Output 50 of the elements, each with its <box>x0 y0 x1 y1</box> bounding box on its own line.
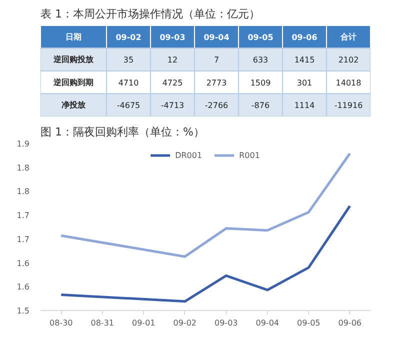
x-tick-label: 09-04 <box>204 32 230 42</box>
y-tick-label: 1.9 <box>16 140 30 148</box>
x-tick-label: 08-30 <box>50 318 73 328</box>
y-tick-label: 1.8 <box>16 187 30 196</box>
y-tick-label: 1.6 <box>16 282 30 292</box>
chart-title: 表 1：本周公开市场操作情况（单位：亿元） <box>40 8 260 20</box>
data-label: 2102 <box>338 56 359 65</box>
data-label: 4725 <box>162 78 183 88</box>
line-series <box>60 204 352 303</box>
y-tick-label: 1.7 <box>16 211 30 220</box>
data-label: 12 <box>167 56 178 65</box>
y-tick-label: 逆回购投放 <box>52 55 94 64</box>
data-label: 7 <box>214 56 220 65</box>
x-tick-label: 09-06 <box>338 318 362 328</box>
x-tick-label: 09-01 <box>132 318 156 328</box>
y-tick-label: 1.8 <box>16 163 30 172</box>
data-label: -4713 <box>160 101 184 110</box>
x-tick-label: 09-02 <box>173 318 196 328</box>
x-tick-label: 09-05 <box>248 32 274 42</box>
x-tick-label: 09-06 <box>292 32 318 42</box>
x-tick-label: 09-05 <box>297 318 320 328</box>
data-label: 1114 <box>294 101 315 110</box>
data-label: 14018 <box>336 78 362 88</box>
x-tick-label: 09-03 <box>214 318 238 328</box>
data-label: 1509 <box>250 78 271 88</box>
data-label: -11916 <box>334 101 363 110</box>
chart-title: 图 1：隔夜回购利率（单位：%） <box>40 126 204 138</box>
data-label: 2773 <box>206 78 227 88</box>
y-tick-label: 逆回购到期 <box>52 78 94 87</box>
data-label: 35 <box>123 56 134 65</box>
data-label: 1415 <box>294 56 315 65</box>
x-tick-label: 08-31 <box>90 318 114 328</box>
y-tick-label: 1.5 <box>16 306 30 316</box>
y-axis-title: 日期 <box>66 32 82 42</box>
data-label: -2766 <box>204 101 228 110</box>
y-tick-label: 1.6 <box>16 258 30 268</box>
legend-label: DR001 <box>175 150 202 160</box>
data-label: 301 <box>296 78 312 88</box>
data-label: 4710 <box>118 78 139 88</box>
y-tick-label: 净投放 <box>62 100 86 110</box>
data-label: -876 <box>251 101 270 110</box>
x-tick-label: 09-03 <box>160 32 186 42</box>
data-label: 633 <box>252 56 268 65</box>
x-tick-label: 09-04 <box>256 318 279 328</box>
line-series <box>60 152 352 258</box>
legend-label: R001 <box>239 150 260 160</box>
y-tick-label: 1.7 <box>16 234 30 244</box>
x-tick-label: 合计 <box>340 32 356 42</box>
x-tick-label: 09-02 <box>116 32 142 42</box>
data-label: -4675 <box>116 101 140 110</box>
